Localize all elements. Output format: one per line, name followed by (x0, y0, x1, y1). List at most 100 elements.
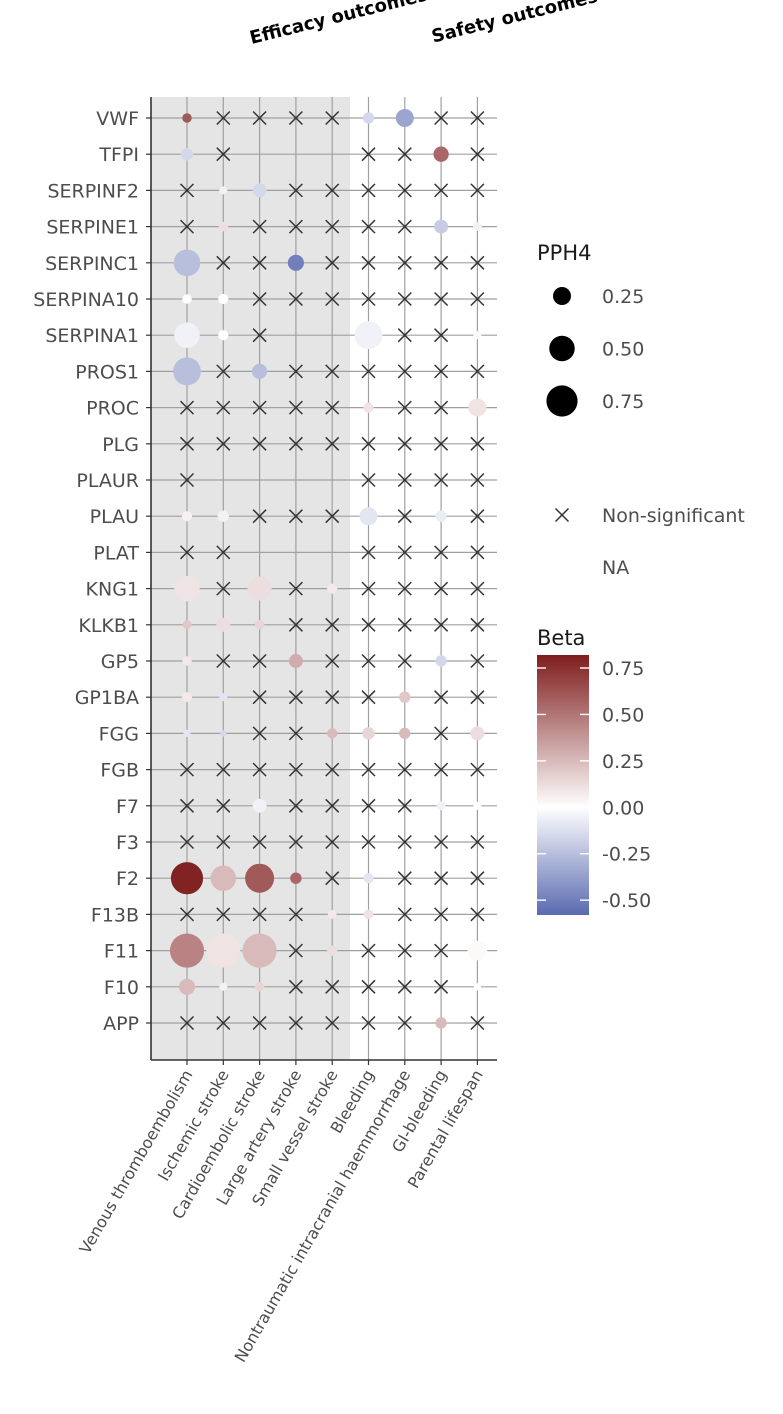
bubble-serpinc1-venous-thromboembolism (173, 249, 201, 277)
bubble-serpina10-venous-thromboembolism (182, 294, 192, 304)
nonsignificant-mark-plg-cardioembolic-stroke (252, 436, 267, 451)
bubble-f10-venous-thromboembolism (178, 978, 196, 995)
bubble-serpine1-gi-bleeding (434, 219, 449, 234)
color-legend-label-0-50: 0.50 (602, 704, 644, 726)
nonsignificant-mark-klkb1-bleeding (361, 617, 376, 632)
nonsignificant-mark-fgb-parental-lifespan (470, 762, 485, 777)
bubble-klkb1-cardioembolic-stroke (254, 620, 265, 630)
nonsignificant-mark-serpinf2-parental-lifespan (470, 183, 485, 198)
y-tick-label-fgg: FGG (99, 723, 139, 745)
nonsignificant-mark-pros1-ischemic-stroke (216, 364, 231, 379)
nonsignificant-mark-f10-small-vessel-stroke (325, 979, 340, 994)
size-legend-label-0-75: 0.75 (602, 391, 644, 413)
nonsignificant-mark-serpinf2-bleeding (361, 183, 376, 198)
y-axis-labels: VWF TFPI SERPINF2 SERPINE1 SERPINC1 SERPINA10… (33, 108, 139, 1035)
bubble-serpinf2-cardioembolic-stroke (252, 183, 267, 198)
nonsignificant-mark-app-nontraumatic-intracranial-haemmorrhage (397, 1015, 412, 1031)
nonsignificant-mark-plaur-parental-lifespan (470, 472, 485, 488)
y-tick-label-serpinc1: SERPINC1 (45, 253, 139, 275)
nonsignificant-mark-serpinf2-nontraumatic-intracranial-haemmorrhage (397, 183, 412, 198)
bubble-f11-ischemic-stroke (206, 933, 241, 968)
y-tick-label-gp1ba: GP1BA (75, 687, 139, 709)
nonsignificant-mark-gp1ba-small-vessel-stroke (325, 690, 340, 705)
y-tick-label-plg: PLG (102, 434, 139, 456)
y-tick-label-gp5: GP5 (101, 651, 139, 673)
nonsignificant-mark-gp1ba-gi-bleeding (434, 690, 449, 705)
nonsignificant-mark-serpinc1-cardioembolic-stroke (252, 255, 267, 270)
nonsignificant-mark-proc-nontraumatic-intracranial-haemmorrhage (397, 400, 412, 415)
nonsignificant-mark-serpina10-large-artery-stroke (288, 291, 303, 307)
nonsignificant-mark-gp1ba-large-artery-stroke (288, 690, 303, 705)
nonsignificant-mark-serpina10-parental-lifespan (470, 291, 485, 307)
nonsignificant-mark-tfpi-parental-lifespan (470, 147, 485, 162)
nonsignificant-mark-serpinc1-bleeding (361, 255, 376, 270)
bubble-plau-gi-bleeding (435, 510, 447, 522)
axis-layer (146, 97, 497, 1065)
bubble-plau-ischemic-stroke (217, 510, 229, 522)
nonsignificant-mark-f3-gi-bleeding (434, 834, 449, 850)
nonsignificant-mark-plg-ischemic-stroke (216, 436, 231, 451)
nonsignificant-mark-fgg-gi-bleeding (434, 726, 449, 741)
bubble-fgg-bleeding (362, 727, 375, 740)
y-tick-label-tfpi: TFPI (98, 144, 139, 166)
nonsignificant-mark-plau-nontraumatic-intracranial-haemmorrhage (397, 509, 412, 524)
nonsignificant-mark-kng1-parental-lifespan (470, 581, 485, 596)
nonsignificant-mark-plg-bleeding (361, 436, 376, 451)
nonsignificant-mark-plg-gi-bleeding (434, 436, 449, 451)
nonsignificant-mark-fgb-large-artery-stroke (288, 762, 303, 777)
nonsignificant-mark-app-large-artery-stroke (288, 1015, 303, 1031)
nonsignificant-mark-pros1-small-vessel-stroke (325, 364, 340, 379)
bubble-f2-cardioembolic-stroke (245, 863, 275, 893)
y-tick-label-serpine1: SERPINE1 (46, 217, 139, 239)
nonsignificant-mark-serpinf2-venous-thromboembolism (179, 183, 195, 198)
nonsignificant-mark-fgb-ischemic-stroke (216, 762, 231, 777)
nonsignificant-mark-fgb-small-vessel-stroke (325, 762, 340, 777)
nonsignificant-mark-pros1-parental-lifespan (470, 364, 485, 379)
bubble-tfpi-venous-thromboembolism (180, 147, 194, 161)
nonsignificant-mark-vwf-cardioembolic-stroke (252, 110, 267, 126)
nonsignificant-mark-plg-parental-lifespan (470, 436, 485, 451)
nonsignificant-mark-plaur-venous-thromboembolism (179, 472, 195, 488)
y-tick-label-serpina10: SERPINA10 (33, 289, 139, 311)
bubble-f2-venous-thromboembolism (170, 862, 204, 895)
bubble-serpina1-bleeding (354, 321, 383, 350)
nonsignificant-mark-gp5-cardioembolic-stroke (252, 653, 267, 669)
nonsignificant-mark-plg-nontraumatic-intracranial-haemmorrhage (397, 436, 412, 451)
shape-legend-key-non-significant (554, 507, 570, 523)
bubble-f10-ischemic-stroke (219, 982, 228, 991)
nonsignificant-mark-f7-nontraumatic-intracranial-haemmorrhage (397, 798, 412, 813)
nonsignificant-mark-pros1-large-artery-stroke (288, 364, 303, 379)
cell-layer (169, 109, 488, 1031)
color-legend-title: Beta (537, 626, 585, 650)
bubble-f10-parental-lifespan (473, 983, 481, 991)
size-legend-key-0-25 (553, 287, 571, 305)
nonsignificant-mark-kng1-gi-bleeding (434, 581, 449, 596)
nonsignificant-mark-f2-parental-lifespan (470, 871, 485, 886)
y-tick-label-app: APP (103, 1013, 139, 1035)
nonsignificant-mark-gp5-ischemic-stroke (216, 653, 231, 669)
nonsignificant-mark-vwf-gi-bleeding (434, 110, 449, 126)
size-legend-key-0-50 (549, 335, 575, 362)
nonsignificant-mark-klkb1-small-vessel-stroke (325, 617, 340, 632)
nonsignificant-mark-kng1-large-artery-stroke (288, 581, 303, 596)
nonsignificant-mark-f7-small-vessel-stroke (325, 798, 340, 813)
bubble-serpine1-ischemic-stroke (218, 221, 229, 232)
nonsignificant-mark-vwf-small-vessel-stroke (325, 110, 340, 126)
group-label-efficacy-outcomes: Efficacy outcomes (248, 0, 430, 49)
bubble-fgg-parental-lifespan (470, 726, 485, 741)
nonsignificant-mark-pros1-bleeding (361, 364, 376, 379)
nonsignificant-mark-klkb1-nontraumatic-intracranial-haemmorrhage (397, 617, 412, 632)
nonsignificant-mark-gp5-nontraumatic-intracranial-haemmorrhage (397, 653, 412, 669)
group-label-safety-outcomes: Safety outcomes (430, 0, 600, 47)
size-legend-key-0-75 (546, 385, 578, 417)
nonsignificant-mark-proc-cardioembolic-stroke (252, 400, 267, 415)
nonsignificant-mark-app-bleeding (361, 1015, 376, 1031)
nonsignificant-mark-tfpi-nontraumatic-intracranial-haemmorrhage (397, 147, 412, 162)
size-legend-label-0-50: 0.50 (602, 339, 644, 361)
nonsignificant-mark-plaur-gi-bleeding (434, 472, 449, 488)
nonsignificant-mark-plaur-bleeding (361, 472, 376, 488)
bubble-f2-bleeding (363, 873, 374, 884)
nonsignificant-mark-vwf-parental-lifespan (470, 110, 485, 126)
bubble-vwf-bleeding (362, 112, 375, 124)
y-tick-label-serpinf2: SERPINF2 (47, 180, 139, 202)
